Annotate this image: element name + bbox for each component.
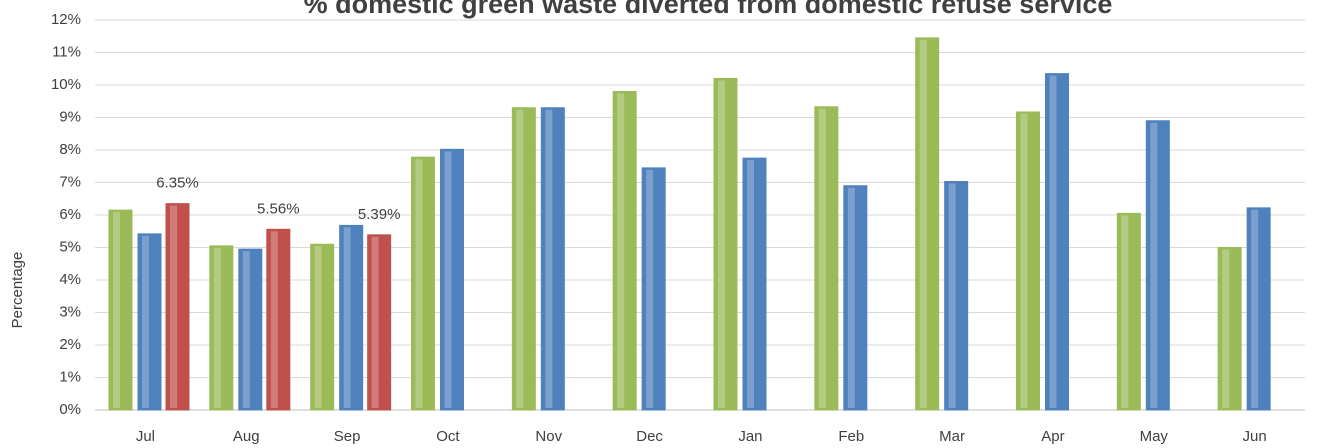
- bar-shine: [1150, 122, 1158, 408]
- bar: [209, 245, 234, 411]
- bar: [238, 248, 263, 411]
- bar-shine: [142, 235, 149, 408]
- bar-shine: [213, 247, 221, 408]
- data-label: 6.35%: [156, 175, 199, 192]
- bar: [641, 167, 666, 411]
- bar: [411, 156, 435, 411]
- bar: [915, 37, 940, 411]
- bar-shine: [1251, 209, 1259, 408]
- bar-shine: [343, 227, 351, 408]
- y-tick-label: 0%: [59, 401, 81, 418]
- x-tick-label: Jun: [1242, 428, 1266, 445]
- bar-shine: [818, 108, 826, 409]
- bar-shine: [1049, 75, 1057, 408]
- bar-shine: [444, 151, 452, 408]
- bar-shine: [1222, 249, 1230, 408]
- bar: [540, 107, 565, 411]
- y-tick-label: 6%: [59, 206, 81, 223]
- bar-shine: [371, 236, 379, 408]
- y-tick-label: 2%: [59, 336, 81, 353]
- bar: [367, 234, 392, 411]
- y-tick-label: 7%: [59, 173, 81, 190]
- bar: [1246, 207, 1271, 411]
- bar-shine: [516, 109, 524, 408]
- bar-shine: [1020, 113, 1028, 408]
- bar-shine: [646, 169, 654, 408]
- bar: [713, 78, 738, 411]
- x-tick-label: Jan: [738, 428, 762, 445]
- x-tick-label: Nov: [535, 428, 562, 445]
- bar: [1016, 111, 1040, 411]
- y-tick-label: 1%: [59, 368, 81, 385]
- bar-shine: [718, 80, 725, 408]
- bar: [108, 209, 133, 411]
- y-tick-label: 10%: [51, 76, 81, 93]
- bar-shine: [1121, 215, 1129, 408]
- y-tick-label: 8%: [59, 141, 81, 158]
- bar: [944, 181, 969, 411]
- x-tick-label: May: [1140, 428, 1169, 445]
- bar-shine: [545, 109, 553, 408]
- y-axis-label: Percentage: [9, 252, 26, 329]
- x-tick-label: Aug: [233, 428, 260, 445]
- bar: [843, 185, 868, 411]
- bar: [1145, 120, 1170, 411]
- bar: [440, 148, 464, 411]
- bar: [1116, 212, 1141, 411]
- x-tick-label: Dec: [636, 428, 663, 445]
- y-tick-label: 4%: [59, 271, 81, 288]
- bar: [814, 106, 839, 411]
- bar-shine: [847, 187, 855, 408]
- data-label: 5.39%: [358, 206, 401, 223]
- bar-shine: [314, 246, 322, 408]
- y-tick-label: 9%: [59, 108, 81, 125]
- bar-shine: [170, 205, 177, 408]
- bar-shine: [415, 159, 423, 408]
- bar: [1045, 73, 1069, 411]
- bar: [266, 228, 291, 411]
- bar-shine: [270, 231, 278, 408]
- bar: [742, 157, 767, 411]
- bar: [137, 233, 162, 411]
- data-label: 5.56%: [257, 200, 300, 217]
- bar: [165, 203, 190, 411]
- bar: [310, 243, 335, 411]
- bar-shine: [242, 251, 250, 408]
- x-tick-label: Feb: [838, 428, 864, 445]
- x-tick-label: Mar: [939, 428, 965, 445]
- chart-title: % domestic green waste diverted from dom…: [304, 0, 1113, 19]
- x-tick-label: Jul: [136, 428, 155, 445]
- bar-shine: [948, 183, 956, 408]
- x-tick-label: Sep: [334, 428, 361, 445]
- bar-shine: [113, 212, 120, 408]
- bar-shine: [617, 93, 625, 408]
- y-tick-label: 12%: [51, 11, 81, 28]
- bar: [1217, 247, 1242, 411]
- bar-shine: [747, 160, 754, 408]
- y-tick-label: 11%: [52, 43, 81, 60]
- bar: [612, 91, 637, 411]
- y-tick-label: 3%: [59, 303, 81, 320]
- x-tick-label: Apr: [1041, 428, 1064, 445]
- x-tick-label: Oct: [436, 428, 460, 445]
- bar: [339, 224, 364, 411]
- y-tick-label: 5%: [59, 238, 81, 255]
- bar-shine: [919, 39, 927, 408]
- bar: [511, 107, 536, 411]
